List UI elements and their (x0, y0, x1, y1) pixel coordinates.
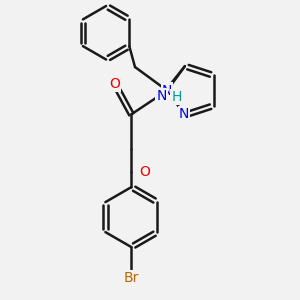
Text: N: N (178, 107, 189, 121)
Text: O: O (109, 77, 120, 91)
Text: Br: Br (124, 271, 139, 285)
Text: O: O (139, 165, 150, 179)
Text: N: N (162, 84, 172, 98)
Text: H: H (171, 90, 181, 104)
Text: N: N (156, 89, 166, 103)
